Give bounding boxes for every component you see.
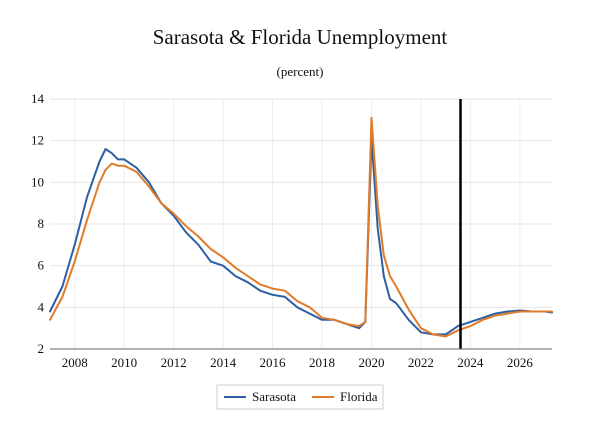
x-tick-label: 2022	[408, 355, 434, 370]
legend: Sarasota Florida	[216, 384, 384, 410]
y-tick-label: 10	[31, 174, 44, 189]
x-tick-label: 2010	[111, 355, 137, 370]
x-tick-label: 2020	[358, 355, 384, 370]
chart-title: Sarasota & Florida Unemployment	[153, 25, 448, 49]
legend-label-sarasota: Sarasota	[252, 389, 296, 404]
x-tick-label: 2026	[507, 355, 534, 370]
grid-lines	[50, 98, 552, 350]
x-tick-label: 2018	[309, 355, 335, 370]
y-tick-label: 6	[38, 258, 45, 273]
y-tick-label: 12	[31, 133, 44, 148]
y-axis-ticks: 2 4 6 8 10 12 14	[31, 91, 45, 356]
y-tick-label: 4	[38, 299, 45, 314]
x-axis-ticks: 2008 2010 2012 2014 2016 2018 2020 2022 2024 2026	[62, 355, 534, 370]
x-tick-label: 2014	[210, 355, 237, 370]
series-line-sarasota	[49, 137, 553, 336]
chart-subtitle: (percent)	[277, 64, 324, 79]
series-line-florida	[49, 116, 553, 338]
x-tick-label: 2024	[457, 355, 484, 370]
y-tick-label: 2	[38, 341, 45, 356]
x-tick-label: 2008	[62, 355, 88, 370]
y-tick-label: 8	[38, 216, 45, 231]
y-tick-label: 14	[31, 91, 45, 106]
series-lines	[49, 116, 553, 338]
x-tick-label: 2016	[260, 355, 287, 370]
x-tick-label: 2012	[161, 355, 187, 370]
legend-label-florida: Florida	[340, 389, 378, 404]
